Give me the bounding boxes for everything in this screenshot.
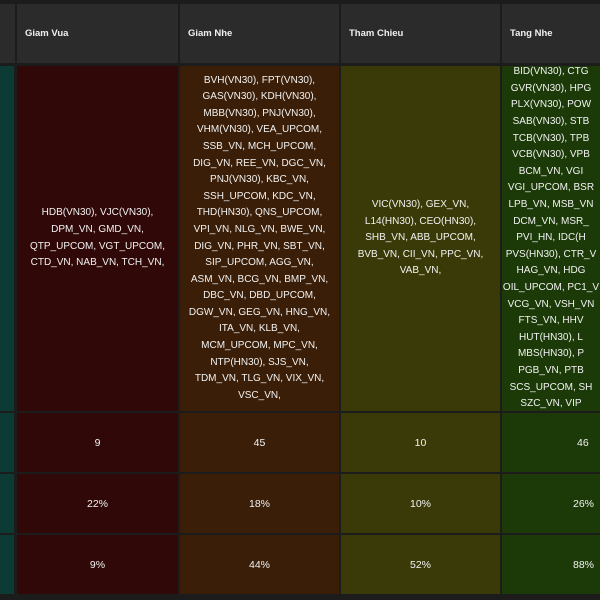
- row-label-stub-pct1: [0, 474, 14, 533]
- pct1-tham-chieu: 10%: [409, 497, 431, 510]
- count-tang-nhe: 46: [577, 436, 589, 449]
- count-giam-nhe: 45: [253, 436, 266, 449]
- header-left-stub: [0, 4, 15, 63]
- pct1-giam-vua: 22%: [86, 497, 108, 510]
- stocks-cell-giam-nhe: BVH(VN30), FPT(VN30), GAS(VN30), KDH(VN3…: [180, 66, 339, 411]
- pct2-giam-nhe: 44%: [248, 558, 270, 571]
- pct1-tang-nhe: 26%: [573, 497, 595, 510]
- pct2-cell-tang-nhe: 88%: [502, 535, 600, 594]
- pct2-tham-chieu: 52%: [409, 558, 431, 571]
- pct1-cell-giam-nhe: 18%: [180, 474, 339, 533]
- pct2-cell-giam-nhe: 44%: [180, 535, 339, 594]
- stocks-list-tham-chieu: VIC(VN30), GEX_VN, L14(HN30), CEO(HN30),…: [357, 199, 484, 277]
- pct1-cell-giam-vua: 22%: [17, 474, 178, 533]
- pct2-cell-tham-chieu: 52%: [341, 535, 500, 594]
- count-cell-tang-nhe: 46: [502, 413, 600, 472]
- pct1-giam-nhe: 18%: [248, 497, 270, 510]
- stocks-list-giam-nhe: BVH(VN30), FPT(VN30), GAS(VN30), KDH(VN3…: [188, 74, 331, 401]
- row-label-stub-count: [0, 413, 14, 472]
- stocks-cell-tham-chieu: VIC(VN30), GEX_VN, L14(HN30), CEO(HN30),…: [341, 66, 500, 411]
- stocks-cell-tang-nhe: BID(VN30), CTG GVR(VN30), HPG PLX(VN30),…: [502, 66, 600, 411]
- stocks-list-tang-nhe: BID(VN30), CTG GVR(VN30), HPG PLX(VN30),…: [502, 66, 600, 410]
- count-cell-tham-chieu: 10: [341, 413, 500, 472]
- row-label-stub-stocks: [0, 66, 14, 411]
- header-tham-chieu[interactable]: Tham Chieu: [341, 4, 500, 63]
- pct1-cell-tham-chieu: 10%: [341, 474, 500, 533]
- pct2-giam-vua: 9%: [89, 558, 106, 571]
- count-cell-giam-nhe: 45: [180, 413, 339, 472]
- pct2-cell-giam-vua: 9%: [17, 535, 178, 594]
- pct1-cell-tang-nhe: 26%: [502, 474, 600, 533]
- row-label-stub-pct2: [0, 535, 14, 594]
- count-giam-vua: 9: [94, 436, 101, 449]
- header-giam-vua[interactable]: Giam Vua: [17, 4, 178, 63]
- count-tham-chieu: 10: [414, 436, 427, 449]
- header-giam-nhe[interactable]: Giam Nhe: [180, 4, 339, 63]
- header-tang-nhe[interactable]: Tang Nhe: [502, 4, 600, 63]
- count-cell-giam-vua: 9: [17, 413, 178, 472]
- stocks-cell-giam-vua: HDB(VN30), VJC(VN30), DPM_VN, GMD_VN, QT…: [17, 66, 178, 411]
- pct2-tang-nhe: 88%: [573, 558, 595, 571]
- stocks-list-giam-vua: HDB(VN30), VJC(VN30), DPM_VN, GMD_VN, QT…: [29, 207, 165, 269]
